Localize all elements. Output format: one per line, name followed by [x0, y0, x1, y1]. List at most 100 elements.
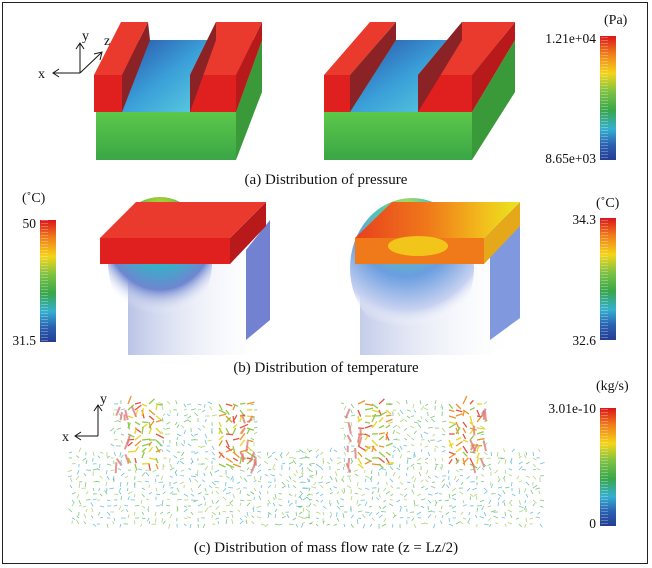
- flow-vector: [225, 409, 230, 415]
- flow-vector: [83, 473, 87, 477]
- flow-vector: [155, 419, 162, 423]
- flow-vector: [141, 462, 150, 465]
- pressure-caption: (a) Distribution of pressure: [245, 172, 408, 188]
- flow-vector: [448, 458, 453, 465]
- flow-vector: [385, 418, 393, 423]
- flow-vector: [197, 523, 199, 528]
- flow-vector: [518, 466, 523, 471]
- flow-vector: [110, 469, 115, 472]
- flow-vector: [487, 505, 492, 508]
- flow-vector: [357, 487, 363, 490]
- flow-vector: [490, 493, 496, 495]
- flow-vector: [448, 421, 455, 425]
- temperature-left-max: 50: [23, 216, 37, 231]
- flow-vector: [292, 460, 297, 465]
- flow-vector: [225, 439, 230, 448]
- temperature-model-left: [100, 197, 270, 355]
- flow-vector: [357, 415, 360, 422]
- flow-vector: [295, 469, 298, 474]
- flow-vector: [315, 471, 317, 477]
- flow-vector: [71, 502, 75, 507]
- flow-vector: [288, 461, 294, 465]
- flow-vector: [127, 415, 134, 419]
- flow-vector: [481, 467, 485, 471]
- flow-vector: [433, 523, 436, 529]
- flow-vector: [263, 460, 269, 465]
- flow-vector: [350, 514, 355, 519]
- flow-vector: [281, 462, 286, 465]
- flow-vector: [503, 475, 506, 480]
- flow-vector: [455, 479, 460, 483]
- flow-vector: [148, 463, 151, 471]
- flow-vector: [462, 457, 466, 466]
- flow-vector: [480, 425, 485, 429]
- flow-vector: [315, 454, 319, 459]
- flow-vector: [190, 408, 196, 411]
- flow-vector: [483, 463, 487, 467]
- flow-vector: [532, 499, 537, 504]
- flow-vector: [483, 410, 487, 422]
- flow-vector: [251, 521, 255, 525]
- flow-vector: [229, 499, 234, 504]
- flow-vector: [500, 457, 506, 460]
- flow-vector: [459, 491, 464, 495]
- flow-vector: [483, 401, 488, 405]
- flow-vector: [378, 451, 386, 458]
- flow-vector: [459, 520, 464, 525]
- flow-vector: [462, 457, 469, 465]
- flow-vector: [329, 514, 332, 519]
- flow-vector: [378, 514, 383, 519]
- flow-vector: [239, 439, 246, 447]
- pressure-min-label: 8.65e+03: [545, 151, 596, 166]
- flow-vector: [250, 449, 255, 453]
- flow-vector: [378, 398, 385, 405]
- flow-vector: [176, 460, 180, 465]
- flow-vector: [532, 468, 537, 471]
- flow-vector: [381, 523, 387, 527]
- flow-vector: [141, 451, 145, 459]
- flow-vector: [267, 468, 272, 471]
- flow-vector: [460, 511, 464, 515]
- flow-vector: [378, 411, 387, 417]
- flow-vector: [155, 517, 157, 523]
- flow-vector: [479, 516, 485, 519]
- flow-vector: [301, 521, 306, 525]
- flow-vector: [511, 493, 516, 497]
- flow-vector: [288, 499, 290, 504]
- flow-vector: [127, 441, 133, 447]
- flow-vector: [165, 427, 171, 430]
- flow-vector: [535, 487, 541, 490]
- flow-vector: [340, 427, 345, 429]
- flow-vector: [497, 493, 502, 497]
- flow-vector: [167, 511, 171, 514]
- flow-vector: [410, 425, 415, 429]
- flow-vector: [232, 424, 238, 429]
- flow-vector: [253, 431, 258, 435]
- flow-vector: [250, 403, 255, 406]
- flow-vector: [329, 499, 331, 505]
- flow-vector: [434, 445, 439, 448]
- flow-vector: [207, 439, 213, 442]
- flow-vector: [239, 469, 245, 472]
- flow-vector: [502, 448, 506, 453]
- flow-vector: [169, 475, 173, 479]
- flow-vector: [518, 455, 522, 459]
- flow-vector: [225, 492, 231, 495]
- flow-vector: [455, 427, 461, 435]
- flow-vector: [260, 484, 263, 489]
- flow-vector: [378, 432, 385, 435]
- flow-vector: [217, 520, 220, 525]
- flow-vector: [208, 485, 213, 489]
- flow-vector: [137, 468, 143, 471]
- flow-vector: [308, 469, 313, 473]
- flow-vector: [70, 477, 73, 483]
- flow-vector: [480, 408, 487, 418]
- flow-vector: [473, 493, 478, 497]
- flow-vector: [397, 425, 401, 429]
- flow-vector: [281, 485, 287, 489]
- flow-vector: [124, 475, 129, 479]
- flow-vector: [97, 455, 101, 459]
- flow-vector: [490, 451, 493, 456]
- flow-vector: [378, 493, 381, 498]
- flow-vector: [202, 523, 206, 529]
